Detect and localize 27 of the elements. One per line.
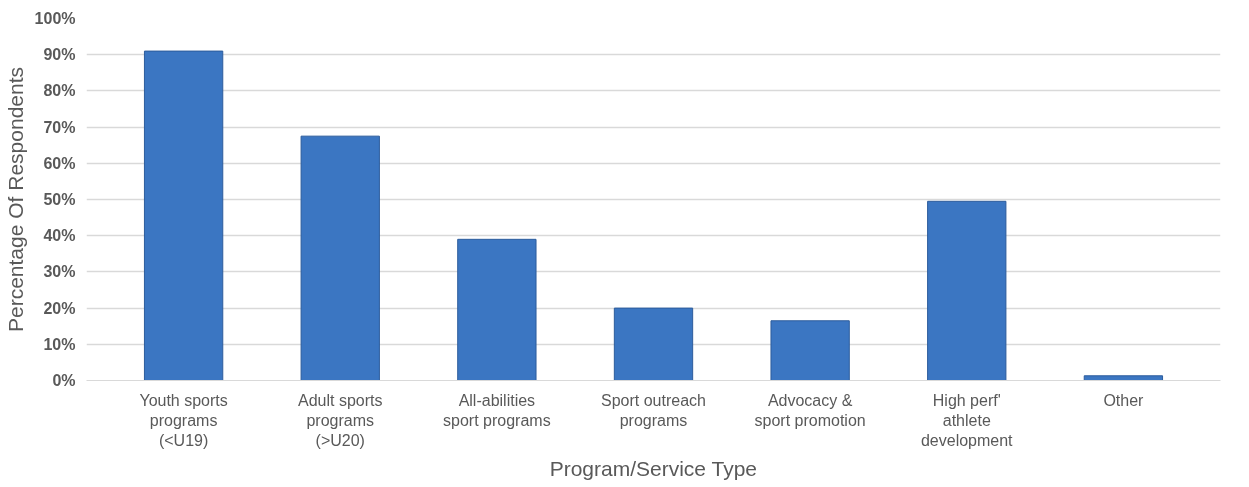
y-axis-title: Percentage Of Respondents bbox=[3, 66, 27, 332]
y-tick-label: 20% bbox=[43, 299, 76, 317]
x-tick-label: High perf' athlete development bbox=[920, 391, 1014, 450]
y-tick-label: 50% bbox=[43, 191, 76, 208]
y-tick-label: 10% bbox=[43, 335, 76, 353]
y-tick-label: 40% bbox=[43, 227, 76, 245]
x-axis-title: Program/Service Type bbox=[549, 457, 757, 481]
x-tick-label: All-abilities sport programs bbox=[443, 391, 551, 429]
y-tick-label: 100% bbox=[34, 10, 76, 27]
bar bbox=[613, 307, 694, 381]
bar bbox=[300, 135, 380, 381]
y-tick-label: 0% bbox=[52, 372, 76, 389]
x-tick-label: Sport outreach programs bbox=[601, 391, 706, 429]
bar bbox=[927, 200, 1007, 381]
x-tick-label: Other bbox=[1103, 391, 1145, 409]
y-tick-label: 80% bbox=[43, 82, 76, 100]
bar bbox=[457, 238, 537, 381]
y-tick-label: 90% bbox=[43, 46, 76, 64]
bar bbox=[770, 320, 850, 381]
x-tick-label: Advocacy & sport promotion bbox=[754, 391, 866, 429]
y-tick-label: 30% bbox=[43, 263, 76, 281]
bar bbox=[143, 50, 224, 381]
y-tick-label: 70% bbox=[43, 118, 76, 136]
y-tick-label: 60% bbox=[43, 154, 76, 172]
bar bbox=[1083, 375, 1164, 381]
x-tick-label: Adult sports programs (>U20) bbox=[298, 391, 383, 450]
x-tick-label: Youth sports programs (<U19) bbox=[139, 391, 228, 450]
